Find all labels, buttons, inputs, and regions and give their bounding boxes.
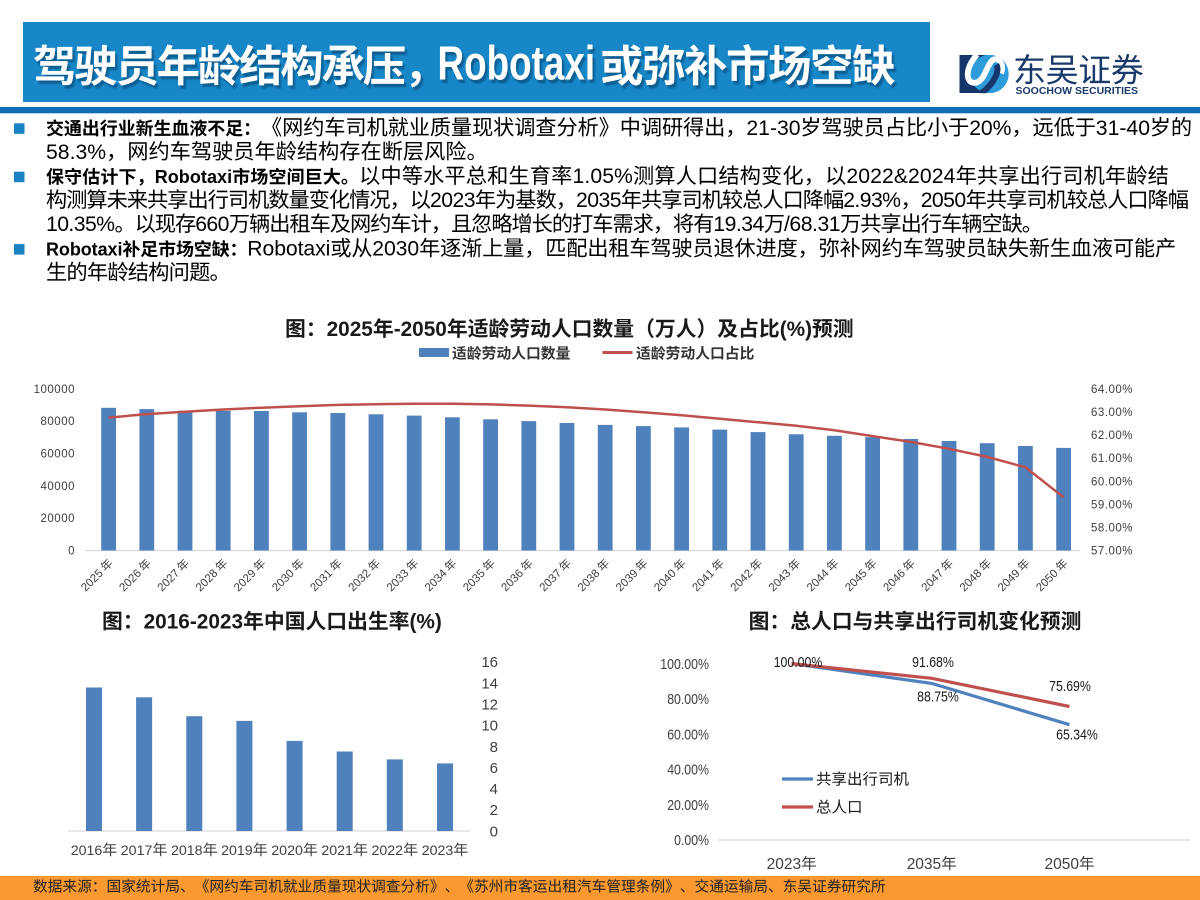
svg-text:59.00%: 59.00% bbox=[1091, 499, 1133, 511]
svg-text:2037: 2037 bbox=[538, 568, 565, 595]
svg-text:2028: 2028 bbox=[194, 568, 221, 595]
svg-text:1.05%: 1.05% bbox=[573, 165, 634, 188]
svg-text:2025: 2025 bbox=[79, 568, 106, 595]
svg-text:2025: 2025 bbox=[327, 318, 373, 341]
svg-text:4: 4 bbox=[490, 781, 498, 798]
svg-text:2018: 2018 bbox=[171, 843, 203, 859]
svg-text:6: 6 bbox=[490, 760, 498, 777]
svg-text:2: 2 bbox=[490, 802, 498, 819]
svg-text:2039: 2039 bbox=[614, 568, 641, 595]
svg-text:60.00%: 60.00% bbox=[667, 726, 709, 742]
svg-text:2019: 2019 bbox=[221, 843, 253, 859]
svg-text:2033: 2033 bbox=[385, 568, 412, 595]
svg-text:2031: 2031 bbox=[308, 568, 335, 595]
svg-text:2030: 2030 bbox=[270, 568, 297, 595]
svg-text:2016-2023: 2016-2023 bbox=[144, 611, 243, 634]
svg-text:2.93%: 2.93% bbox=[843, 189, 901, 212]
svg-text:10: 10 bbox=[481, 718, 498, 735]
svg-text:2016: 2016 bbox=[71, 843, 103, 859]
svg-text:2047: 2047 bbox=[920, 568, 947, 595]
svg-text:2041: 2041 bbox=[690, 568, 717, 595]
svg-text:2022&2024: 2022&2024 bbox=[846, 165, 955, 188]
svg-text:2021: 2021 bbox=[321, 843, 353, 859]
svg-text:Robotaxi: Robotaxi bbox=[247, 238, 330, 261]
svg-text:2035: 2035 bbox=[907, 856, 941, 873]
svg-text:21-30: 21-30 bbox=[746, 117, 800, 140]
svg-text:2050: 2050 bbox=[921, 189, 966, 212]
svg-text:8: 8 bbox=[490, 739, 498, 756]
svg-text:2034: 2034 bbox=[423, 567, 450, 594]
svg-text:0: 0 bbox=[490, 823, 498, 840]
svg-text:2023: 2023 bbox=[422, 843, 454, 859]
svg-text:57.00%: 57.00% bbox=[1091, 546, 1133, 558]
svg-text:(%): (%) bbox=[780, 318, 812, 341]
svg-text:20000: 20000 bbox=[41, 513, 75, 525]
svg-text:2023: 2023 bbox=[430, 189, 475, 212]
svg-text:2038: 2038 bbox=[576, 568, 603, 595]
svg-text:80000: 80000 bbox=[41, 416, 75, 428]
svg-text:60.00%: 60.00% bbox=[1091, 476, 1133, 488]
svg-text:40000: 40000 bbox=[41, 481, 75, 493]
svg-text:80.00%: 80.00% bbox=[667, 691, 709, 707]
svg-text:2045: 2045 bbox=[843, 568, 870, 595]
svg-text:2040: 2040 bbox=[652, 568, 679, 595]
svg-text:14: 14 bbox=[481, 675, 498, 692]
svg-text:2017: 2017 bbox=[121, 843, 153, 859]
svg-text:2027: 2027 bbox=[156, 568, 183, 595]
svg-text:2046: 2046 bbox=[881, 568, 908, 595]
svg-text:64.00%: 64.00% bbox=[1091, 384, 1133, 396]
svg-text:Robotaxi: Robotaxi bbox=[46, 240, 122, 260]
svg-text:58.00%: 58.00% bbox=[1091, 523, 1133, 535]
svg-text:(%): (%) bbox=[410, 611, 442, 634]
svg-text:2048: 2048 bbox=[958, 568, 985, 595]
svg-text:100000: 100000 bbox=[34, 384, 75, 396]
svg-text:10.35%: 10.35% bbox=[46, 213, 115, 236]
svg-text:12: 12 bbox=[481, 697, 498, 714]
svg-text:/68.31: /68.31 bbox=[784, 213, 840, 236]
svg-text:100.00%: 100.00% bbox=[660, 656, 709, 672]
svg-text:Robotaxi: Robotaxi bbox=[438, 37, 596, 91]
svg-text:100.00%: 100.00% bbox=[774, 654, 823, 670]
svg-text:SOOCHOW SECURITIES: SOOCHOW SECURITIES bbox=[1016, 85, 1139, 97]
svg-text:75.69%: 75.69% bbox=[1049, 678, 1091, 694]
svg-text:2023: 2023 bbox=[767, 856, 801, 873]
svg-text:16: 16 bbox=[481, 654, 498, 671]
svg-text:2026: 2026 bbox=[117, 568, 144, 595]
svg-text:60000: 60000 bbox=[41, 449, 75, 461]
svg-text:2035: 2035 bbox=[461, 568, 488, 595]
svg-text:2035: 2035 bbox=[576, 189, 621, 212]
svg-text:40.00%: 40.00% bbox=[667, 762, 709, 778]
svg-text:2049: 2049 bbox=[996, 568, 1023, 595]
svg-text:-2050: -2050 bbox=[394, 318, 447, 341]
svg-text:2020: 2020 bbox=[271, 843, 303, 859]
svg-text:2050: 2050 bbox=[1034, 568, 1061, 595]
svg-text:63.00%: 63.00% bbox=[1091, 407, 1133, 419]
svg-text:2050: 2050 bbox=[1045, 856, 1080, 873]
svg-text:2044: 2044 bbox=[805, 567, 832, 594]
svg-text:2042: 2042 bbox=[729, 568, 756, 595]
svg-text:31-40: 31-40 bbox=[1096, 117, 1150, 140]
svg-text:91.68%: 91.68% bbox=[912, 654, 954, 670]
svg-text:Robotaxi: Robotaxi bbox=[155, 167, 232, 187]
svg-text:0: 0 bbox=[68, 546, 75, 558]
svg-text:20.00%: 20.00% bbox=[667, 797, 709, 813]
svg-text:62.00%: 62.00% bbox=[1091, 430, 1133, 442]
svg-text:88.75%: 88.75% bbox=[917, 688, 959, 704]
svg-text:2043: 2043 bbox=[767, 568, 794, 595]
svg-text:65.34%: 65.34% bbox=[1056, 727, 1098, 743]
svg-text:20%: 20% bbox=[969, 117, 1011, 140]
svg-text:Robotaxi: Robotaxi bbox=[440, 40, 598, 94]
svg-text:61.00%: 61.00% bbox=[1091, 453, 1133, 465]
svg-text:2022: 2022 bbox=[372, 843, 404, 859]
svg-text:2030: 2030 bbox=[372, 238, 419, 261]
svg-text:0.00%: 0.00% bbox=[674, 832, 709, 848]
svg-text:58.3%: 58.3% bbox=[46, 141, 106, 164]
svg-text:2032: 2032 bbox=[347, 568, 374, 595]
svg-text:2036: 2036 bbox=[499, 568, 526, 595]
svg-text:660: 660 bbox=[195, 213, 229, 236]
svg-text:2029: 2029 bbox=[232, 568, 259, 595]
svg-text:19.34: 19.34 bbox=[713, 213, 764, 236]
